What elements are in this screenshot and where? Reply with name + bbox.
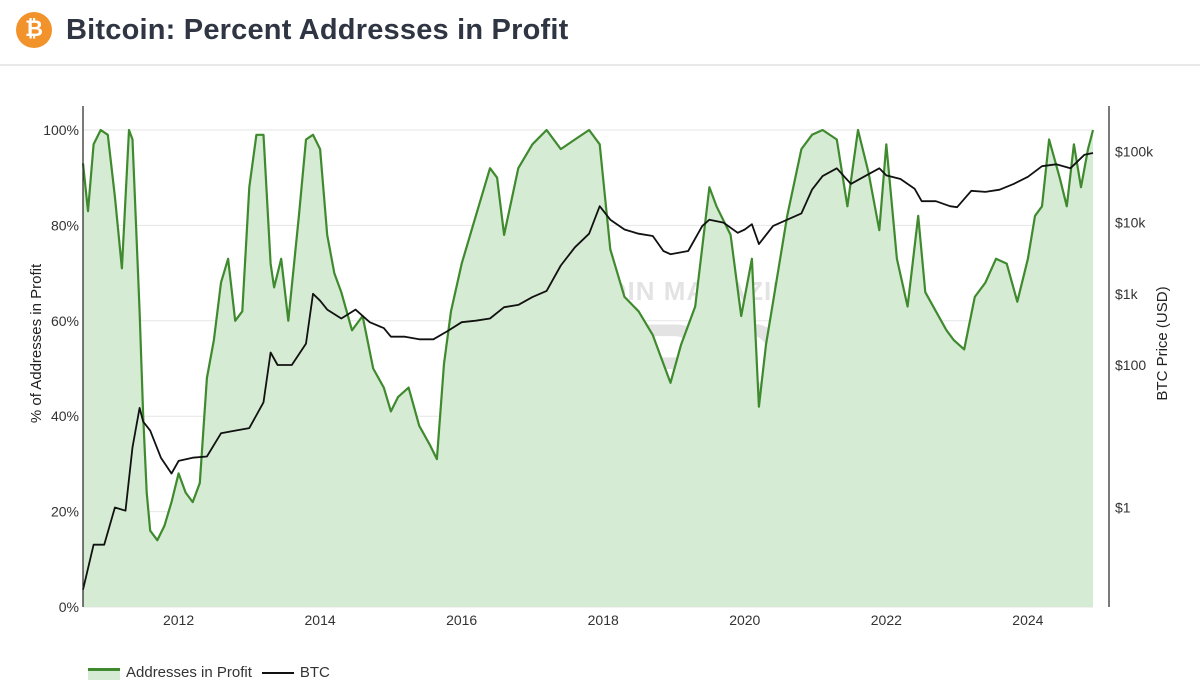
x-tick-label: 2020: [729, 612, 760, 628]
x-tick-label: 2022: [871, 612, 902, 628]
x-tick-label: 2016: [446, 612, 477, 628]
bitcoin-logo-icon: ₿: [16, 12, 52, 48]
x-tick-label: 2018: [588, 612, 619, 628]
y-tick-label: 0%: [59, 599, 79, 615]
y-tick-label: 40%: [51, 408, 79, 424]
page-title: Bitcoin: Percent Addresses in Profit: [66, 14, 569, 46]
y2-tick-label: $100k: [1115, 143, 1154, 159]
profit-chart[interactable]: BITCOIN MAGAZINE PRO 0%20%40%60%80%100%$…: [0, 66, 1200, 666]
page-header: ₿ Bitcoin: Percent Addresses in Profit: [0, 0, 1200, 66]
y-tick-label: 20%: [51, 504, 79, 520]
y-tick-label: 60%: [51, 313, 79, 329]
y2-tick-label: $10k: [1115, 215, 1146, 231]
plot-series: [81, 128, 1095, 607]
legend-item-btc[interactable]: BTC: [261, 664, 330, 681]
profit-line: [81, 128, 1095, 542]
y-tick-label: 100%: [43, 122, 79, 138]
y2-axis-title: BTC Price (USD): [1154, 286, 1171, 400]
legend-item-profit[interactable]: Addresses in Profit: [88, 664, 252, 681]
x-tick-label: 2024: [1012, 612, 1043, 628]
y-axis-title: % of Addresses in Profit: [28, 263, 45, 423]
legend-label-btc: BTC: [299, 664, 330, 681]
y2-tick-label: $100: [1115, 357, 1146, 373]
x-tick-label: 2014: [305, 612, 336, 628]
legend: Addresses in Profit BTC: [88, 664, 330, 681]
y2-tick-label: $1k: [1115, 286, 1139, 302]
axes: 0% 20% 40% 60% 80% 100% $1 $100 $1k $10k $100k 2012…: [28, 106, 1171, 628]
y-tick-label: 80%: [51, 217, 79, 233]
y2-tick-label: $1: [1115, 499, 1131, 515]
x-tick-label: 2012: [163, 612, 194, 628]
legend-swatch-btc: [261, 671, 294, 674]
profit-area-fill: [83, 130, 1093, 607]
legend-label-profit: Addresses in Profit: [126, 664, 252, 681]
btc-price-line: [82, 152, 1094, 590]
legend-swatch-profit: [88, 667, 120, 680]
